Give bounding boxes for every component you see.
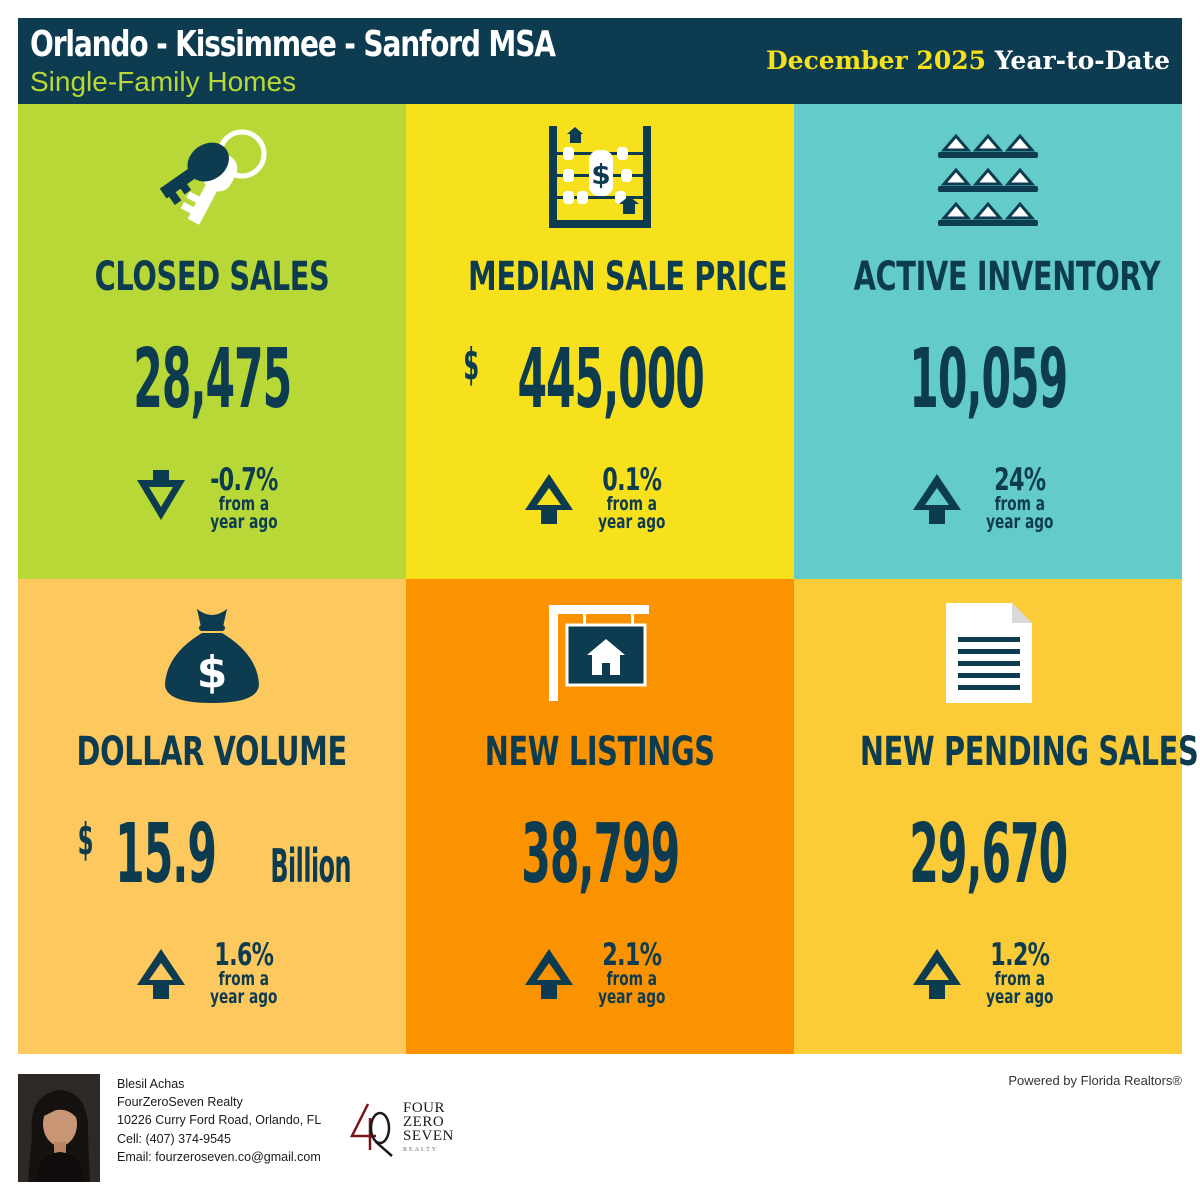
agent-email: Email: fourzeroseven.co@gmail.com	[117, 1149, 321, 1164]
metric-value: 38,799	[521, 807, 680, 902]
page-title: Orlando - Kissimmee - Sanford MSA	[30, 24, 556, 65]
metric-label: MEDIAN SALE PRICE	[468, 254, 788, 300]
brokerage-logo-text: FOUR ZERO SEVEN REALTY	[403, 1100, 454, 1154]
for-sale-sign-icon	[549, 605, 649, 701]
change-indicator: 24% from a year ago	[794, 462, 1182, 534]
metric-value: 28,475	[133, 332, 292, 427]
agent-photo	[18, 1074, 100, 1182]
metric-value: $15.9 Billion	[77, 807, 352, 902]
change-caption: from a	[994, 968, 1046, 991]
change-caption: year ago	[598, 511, 666, 534]
agent-contact: Blesil Achas FourZeroSeven Realty 10226 …	[117, 1075, 321, 1166]
change-percent: -0.7%	[210, 462, 278, 498]
tile-median-sale-price: $ MEDIAN SALE PRICE $445,000 0.1% from a…	[406, 104, 794, 579]
arrow-up-icon	[525, 474, 574, 524]
arrow-up-icon	[913, 949, 962, 999]
metric-label: ACTIVE INVENTORY	[853, 254, 1161, 300]
metric-value: 10,059	[909, 332, 1068, 427]
page-subtitle: Single-Family Homes	[30, 66, 297, 97]
change-indicator: 2.1% from a year ago	[406, 937, 794, 1009]
arrow-up-icon	[525, 949, 574, 999]
period-label: December 2025 Year-to-Date	[766, 46, 1170, 75]
tile-new-listings: NEW LISTINGS 38,799 2.1% from a year ago	[406, 579, 794, 1054]
brokerage-name: FourZeroSeven Realty	[117, 1095, 243, 1110]
arrow-up-icon	[913, 474, 962, 524]
agent-name: Blesil Achas	[117, 1077, 185, 1091]
change-caption: year ago	[986, 511, 1054, 534]
change-percent: 24%	[994, 462, 1046, 498]
svg-text:$: $	[591, 158, 610, 191]
metric-value: 29,670	[909, 807, 1068, 902]
change-indicator: 1.2% from a year ago	[794, 937, 1182, 1009]
change-caption: from a	[994, 493, 1046, 516]
change-indicator: 1.6% from a year ago	[18, 937, 406, 1009]
metric-label: NEW LISTINGS	[485, 729, 715, 775]
tile-new-pending-sales: NEW PENDING SALES 29,670 1.2% from a yea…	[794, 579, 1199, 1054]
houses-shelf-icon	[938, 133, 1038, 226]
tile-dollar-volume: $ DOLLAR VOLUME $15.9 Billion 1.6% from …	[18, 579, 406, 1054]
change-percent: 2.1%	[602, 937, 662, 973]
money-bag-icon: $	[165, 609, 259, 703]
agent-cell: Cell: (407) 374-9545	[117, 1131, 231, 1146]
change-indicator: 0.1% from a year ago	[406, 462, 794, 534]
tile-active-inventory: ACTIVE INVENTORY 10,059 24% from a year …	[794, 104, 1182, 579]
period-month: December 2025	[766, 46, 987, 75]
abacus-icon: $	[549, 126, 651, 228]
agent-address: 10226 Curry Ford Road, Orlando, FL	[117, 1113, 322, 1128]
change-percent: 1.2%	[990, 937, 1050, 973]
change-percent: 1.6%	[214, 937, 274, 973]
metric-value: $445,000	[463, 332, 704, 427]
change-caption: year ago	[598, 986, 666, 1009]
change-caption: from a	[218, 493, 270, 516]
metric-label: NEW PENDING SALES	[859, 729, 1199, 775]
change-caption: year ago	[210, 986, 278, 1009]
change-caption: year ago	[986, 986, 1054, 1009]
period-ytd: Year-to-Date	[994, 46, 1170, 75]
header-bar: Orlando - Kissimmee - Sanford MSA Single…	[18, 18, 1182, 104]
brokerage-logo-icon	[349, 1103, 393, 1157]
change-caption: year ago	[210, 511, 278, 534]
tile-closed-sales: CLOSED SALES 28,475 -0.7% from a year ag…	[18, 104, 406, 579]
metric-label: DOLLAR VOLUME	[76, 729, 348, 775]
powered-by: Powered by Florida Realtors®	[1008, 1073, 1182, 1088]
arrow-up-icon	[137, 949, 186, 999]
document-icon	[946, 603, 1032, 703]
change-caption: from a	[218, 968, 270, 991]
metric-label: CLOSED SALES	[94, 254, 330, 300]
svg-text:$: $	[197, 647, 228, 698]
arrow-down-icon	[137, 470, 186, 520]
keys-icon	[159, 129, 267, 225]
change-percent: 0.1%	[602, 462, 662, 498]
change-caption: from a	[606, 968, 658, 991]
change-caption: from a	[606, 493, 658, 516]
change-indicator: -0.7% from a year ago	[18, 462, 406, 534]
